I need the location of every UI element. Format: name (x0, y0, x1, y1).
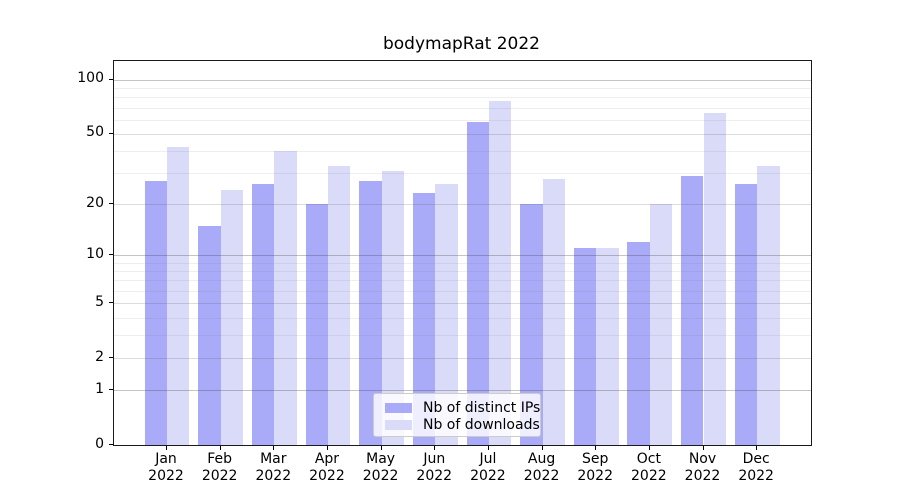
x-tick-label: Sep 2022 (577, 451, 613, 484)
bar-dec-ips (734, 184, 758, 445)
bar-nov-ips (681, 175, 704, 445)
x-tick (166, 446, 167, 450)
y-tick-label: 5 (95, 293, 104, 310)
legend-item-distinct-ips: Nb of distinct IPs (385, 401, 540, 415)
y-gridline-minor (114, 290, 811, 292)
y-gridline (114, 255, 811, 257)
y-gridline (114, 390, 811, 392)
x-tick-label: Feb 2022 (201, 451, 238, 484)
bar-sep-ips (573, 248, 597, 445)
legend-label-distinct-ips: Nb of distinct IPs (423, 400, 541, 416)
legend: Nb of distinct IPs Nb of downloads (373, 393, 541, 437)
x-tick (648, 446, 650, 450)
bar-aug-ips (520, 204, 543, 445)
x-tick-label: Oct 2022 (631, 451, 667, 484)
bar-jan-ips (144, 181, 167, 445)
x-tick (219, 446, 221, 450)
chart-title: bodymapRat 2022 (382, 34, 540, 54)
y-gridline-minor (114, 317, 811, 319)
bar-oct-ips (627, 242, 650, 445)
x-tick (702, 446, 704, 450)
bar-apr-downloads (327, 165, 351, 445)
x-tick-label: Dec 2022 (738, 451, 774, 484)
bar-jul-ips (466, 122, 489, 445)
y-gridline (114, 204, 811, 206)
bar-may-ips (359, 181, 382, 445)
x-tick (487, 446, 489, 450)
y-tick (109, 254, 113, 256)
y-gridline-minor (114, 173, 811, 175)
x-tick (756, 446, 758, 450)
x-tick-label: Jan 2022 (148, 451, 184, 484)
y-tick-label: 1 (95, 380, 104, 397)
x-tick (380, 446, 382, 450)
y-tick-label: 0 (95, 435, 104, 452)
x-tick-label: May 2022 (362, 451, 399, 484)
x-tick (541, 446, 543, 450)
bar-mar-downloads (274, 151, 297, 445)
y-gridline-minor (114, 271, 811, 273)
y-gridline-minor (114, 335, 811, 337)
y-gridline (114, 79, 811, 81)
y-tick (109, 132, 113, 134)
x-tick-label: Mar 2022 (255, 451, 292, 484)
y-gridline-minor (114, 97, 811, 99)
y-gridline-minor (114, 151, 811, 153)
y-gridline-minor (114, 280, 811, 282)
x-tick-label: Aug 2022 (523, 451, 560, 484)
y-tick (109, 357, 113, 359)
bar-may-downloads (381, 170, 404, 445)
y-tick (109, 78, 113, 80)
plot-area: Nb of distinct IPs Nb of downloads (113, 60, 812, 446)
legend-swatch-downloads (385, 420, 412, 430)
y-tick-label: 10 (86, 245, 104, 262)
bar-feb-downloads (220, 190, 244, 445)
x-tick-label: Nov 2022 (684, 451, 721, 484)
y-tick-label: 20 (86, 194, 104, 211)
y-gridline-minor (114, 119, 811, 121)
x-tick (326, 446, 328, 450)
bar-jan-downloads (167, 147, 190, 445)
y-tick (109, 389, 113, 391)
x-tick (434, 446, 436, 450)
y-gridline-minor (114, 262, 811, 264)
bar-feb-ips (198, 225, 221, 445)
y-gridline (114, 133, 811, 135)
x-tick-label: Jul 2022 (470, 451, 506, 484)
y-tick-label: 50 (86, 124, 104, 141)
bar-jun-downloads (435, 184, 458, 445)
bar-aug-downloads (542, 178, 565, 445)
x-tick (273, 446, 275, 450)
y-tick-label: 2 (95, 348, 104, 365)
bar-oct-downloads (649, 204, 673, 445)
bar-jul-downloads (488, 101, 512, 445)
bar-dec-downloads (757, 165, 780, 445)
bar-mar-ips (251, 184, 275, 445)
y-gridline (114, 358, 811, 360)
x-tick-label: Jun 2022 (416, 451, 453, 484)
y-gridline-minor (114, 88, 811, 89)
bar-sep-downloads (596, 248, 619, 445)
y-tick (109, 203, 113, 205)
legend-label-downloads: Nb of downloads (423, 417, 540, 433)
y-tick-label: 100 (77, 70, 104, 87)
x-tick (595, 446, 597, 450)
y-gridline-minor (114, 107, 811, 109)
bar-apr-ips (305, 204, 328, 445)
y-tick (109, 444, 113, 445)
x-tick-label: Apr 2022 (309, 451, 345, 484)
bar-nov-downloads (703, 113, 726, 445)
y-gridline (114, 303, 811, 305)
y-tick (109, 302, 113, 304)
legend-item-downloads: Nb of downloads (385, 418, 540, 432)
bar-jun-ips (412, 193, 436, 445)
legend-swatch-distinct-ips (385, 403, 412, 413)
